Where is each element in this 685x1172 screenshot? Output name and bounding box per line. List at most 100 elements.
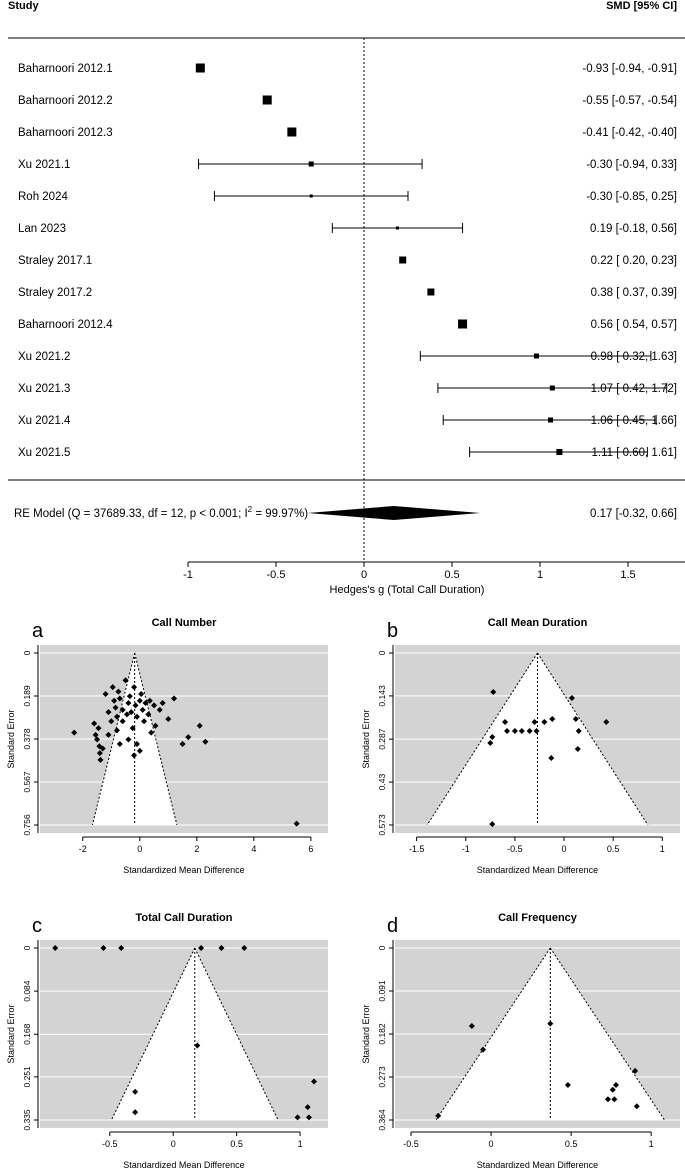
forest-point-square bbox=[399, 256, 407, 264]
forest-study-label: Baharnoori 2012.2 bbox=[18, 95, 113, 107]
forest-summary-diamond bbox=[307, 506, 481, 520]
funnel-y-tick-label: 0 bbox=[22, 945, 32, 950]
funnel-point bbox=[165, 715, 172, 722]
forest-point-square bbox=[309, 194, 313, 198]
funnel-point bbox=[604, 1096, 611, 1103]
funnel-y-tick-label: 0.43 bbox=[377, 774, 387, 791]
forest-study-label: Baharnoori 2012.3 bbox=[18, 127, 113, 139]
funnel-x-tick-label: 1 bbox=[649, 1139, 654, 1149]
funnel-edge-line bbox=[435, 947, 551, 1121]
funnel-point bbox=[105, 709, 112, 716]
funnel-point bbox=[487, 740, 494, 747]
funnel-point bbox=[156, 706, 163, 713]
forest-study-value: 1.06 [ 0.45, 1.66] bbox=[591, 415, 677, 427]
funnel-point bbox=[196, 722, 203, 729]
panel-title: Call Mean Duration bbox=[488, 617, 588, 629]
forest-x-tick-label: 0 bbox=[361, 569, 367, 581]
funnel-point bbox=[202, 738, 209, 745]
funnel-point bbox=[293, 820, 300, 827]
funnel-point bbox=[533, 728, 540, 735]
funnel-x-tick-label: 0.5 bbox=[565, 1139, 578, 1149]
funnel-x-tick-label: 1 bbox=[660, 844, 665, 854]
forest-study-label: Straley 2017.1 bbox=[18, 255, 92, 267]
funnel-point bbox=[511, 728, 518, 735]
funnel-point bbox=[305, 1114, 312, 1121]
funnel-point bbox=[123, 711, 130, 718]
funnel-panel-b: b Call Mean Duration 0 0.143 0.287 0.43 0.573 -… bbox=[361, 617, 680, 875]
funnel-point bbox=[129, 725, 136, 732]
panel-letter: c bbox=[32, 915, 42, 937]
forest-study-label: Roh 2024 bbox=[18, 191, 68, 203]
funnel-point bbox=[568, 695, 575, 702]
funnel-point bbox=[126, 693, 133, 700]
forest-header-study: Study bbox=[8, 0, 39, 12]
funnel-point bbox=[131, 752, 138, 759]
funnel-point bbox=[609, 1086, 616, 1093]
funnel-panel-a: a Call Number 0 0.189 0.378 0.567 0.756 -2 0 2 4 6 S… bbox=[6, 617, 328, 875]
forest-model-value: 0.17 [-0.32, 0.66] bbox=[590, 508, 677, 520]
funnel-point bbox=[119, 706, 126, 713]
funnel-y-tick-label: 0.567 bbox=[22, 771, 32, 793]
funnel-point bbox=[575, 728, 582, 735]
funnel-y-tick-label: 0.335 bbox=[22, 1109, 32, 1131]
funnel-point bbox=[148, 729, 155, 736]
funnel-point bbox=[564, 1082, 571, 1089]
forest-study-value: 1.11 [ 0.60, 1.61] bbox=[592, 447, 677, 459]
forest-study-label: Xu 2021.5 bbox=[18, 447, 70, 459]
funnel-point bbox=[489, 821, 496, 828]
funnel-y-tick-label: 0.084 bbox=[22, 980, 32, 1002]
forest-point-square bbox=[308, 161, 314, 167]
funnel-point bbox=[311, 1078, 318, 1085]
funnel-point bbox=[136, 747, 143, 754]
funnel-point bbox=[633, 1103, 640, 1110]
funnel-point bbox=[489, 734, 496, 741]
funnel-xlabel: Standardized Mean Difference bbox=[123, 865, 244, 875]
forest-header-smd: SMD [95% CI] bbox=[606, 0, 677, 12]
funnel-ylabel: Standard Error bbox=[6, 1004, 16, 1063]
funnel-x-tick-label: -0.5 bbox=[403, 1139, 419, 1149]
forest-study-value: 1.07 [ 0.42, 1.72] bbox=[591, 383, 677, 395]
forest-point-square bbox=[287, 127, 297, 137]
funnel-x-tick-label: -1 bbox=[462, 844, 470, 854]
funnel-point bbox=[52, 945, 59, 951]
funnel-point bbox=[611, 1096, 618, 1103]
funnel-point bbox=[132, 702, 139, 709]
panel-title: Call Frequency bbox=[498, 912, 578, 924]
forest-study-label: Xu 2021.1 bbox=[18, 159, 70, 171]
funnel-x-tick-label: -0.5 bbox=[507, 844, 523, 854]
funnel-point bbox=[113, 713, 120, 720]
funnel-xlabel: Standardized Mean Difference bbox=[477, 865, 598, 875]
funnel-point bbox=[125, 736, 132, 743]
forest-study-value: -0.30 [-0.85, 0.25] bbox=[586, 191, 677, 203]
funnel-point bbox=[92, 731, 99, 738]
forest-x-tick-label: 1.5 bbox=[620, 569, 635, 581]
funnel-point bbox=[132, 1088, 139, 1095]
forest-study-value: 0.22 [ 0.20, 0.23] bbox=[591, 255, 677, 267]
funnel-point bbox=[99, 745, 106, 752]
funnel-y-tick-label: 0.273 bbox=[377, 1066, 387, 1088]
funnel-point bbox=[151, 702, 158, 709]
funnel-point bbox=[91, 720, 98, 727]
funnel-x-tick-label: 0 bbox=[171, 1139, 176, 1149]
funnel-point bbox=[136, 697, 143, 704]
funnel-point bbox=[131, 684, 138, 691]
forest-x-tick-label: -1 bbox=[183, 569, 193, 581]
forest-study-label: Straley 2017.2 bbox=[18, 287, 92, 299]
funnel-y-tick-label: 0.168 bbox=[22, 1023, 32, 1045]
panel-title: Total Call Duration bbox=[136, 912, 233, 924]
funnel-x-tick-label: 2 bbox=[194, 844, 199, 854]
funnel-point bbox=[133, 713, 140, 720]
funnel-ylabel: Standard Error bbox=[6, 709, 16, 768]
funnel-plots: a Call Number 0 0.189 0.378 0.567 0.756 -2 0 2 4 6 S… bbox=[6, 617, 680, 1170]
forest-x-tick-label: -0.5 bbox=[267, 569, 286, 581]
funnel-point bbox=[171, 695, 178, 702]
funnel-y-tick-label: 0.364 bbox=[377, 1109, 387, 1131]
forest-point-square bbox=[427, 288, 435, 296]
forest-study-label: Baharnoori 2012.1 bbox=[18, 63, 113, 75]
funnel-point bbox=[612, 1082, 619, 1089]
panel-letter: b bbox=[387, 620, 398, 642]
funnel-point bbox=[194, 1042, 201, 1049]
funnel-y-tick-label: 0.251 bbox=[22, 1066, 32, 1088]
funnel-panel-c: c Total Call Duration 0 0.084 0.168 0.251 0.33… bbox=[6, 912, 328, 1170]
funnel-point bbox=[118, 945, 125, 951]
